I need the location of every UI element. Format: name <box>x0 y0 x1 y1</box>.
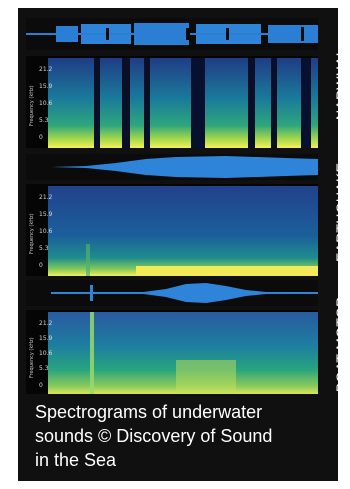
earthquake-axis-label: Frequency (kHz) <box>29 213 35 254</box>
narwhal-axis-label: Frequency (kHz) <box>29 85 35 126</box>
narwhal-spectrogram: Frequency (kHz) 21.2 15.9 10.6 5.3 0 <box>26 56 318 148</box>
caption-line: Spectrograms of underwater <box>35 402 263 422</box>
boat-motor-waveform <box>26 280 318 306</box>
caption: Spectrograms of underwater sounds © Disc… <box>35 400 340 472</box>
earthquake-label: EARTHQUAKE <box>333 162 349 262</box>
boat-motor-tick: 10.6 <box>39 350 53 357</box>
boat-motor-spectrogram-image <box>48 312 318 394</box>
narwhal-tick: 10.6 <box>39 100 53 107</box>
narwhal-spectrogram-image <box>48 58 318 148</box>
boat-motor-tick: 15.9 <box>39 335 53 342</box>
caption-line: sounds © Discovery of Sound <box>35 426 273 446</box>
narwhal-tick: 5.3 <box>39 117 49 124</box>
earthquake-tick: 10.6 <box>39 228 53 235</box>
boat-motor-spectrogram: Frequency (kHz) 21.2 15.9 10.6 5.3 0 <box>26 310 318 394</box>
earthquake-tick: 0 <box>39 262 43 269</box>
narwhal-tick: 0 <box>39 134 43 141</box>
earthquake-spectrogram-image <box>48 186 318 276</box>
boat-motor-tick: 5.3 <box>39 365 49 372</box>
boat-motor-tick: 0 <box>39 382 43 389</box>
earthquake-waveform <box>26 154 318 180</box>
earthquake-tick: 5.3 <box>39 245 49 252</box>
narwhal-tick: 15.9 <box>39 83 53 90</box>
earthquake-tick: 15.9 <box>39 211 53 218</box>
earthquake-spectrogram: Frequency (kHz) 21.2 15.9 10.6 5.3 0 <box>26 184 318 276</box>
boat-motor-label: BOAT MOTOR <box>333 296 349 392</box>
boat-motor-tick: 21.2 <box>39 320 53 327</box>
narwhal-label: NARWHAL <box>333 48 349 120</box>
boat-motor-axis-label: Frequency (kHz) <box>29 337 35 378</box>
narwhal-tick: 21.2 <box>39 66 53 73</box>
figure-card: Frequency (kHz) 21.2 15.9 10.6 5.3 0 <box>18 8 338 481</box>
narwhal-waveform <box>26 18 318 50</box>
caption-line: in the Sea <box>35 450 117 470</box>
earthquake-tick: 21.2 <box>39 194 53 201</box>
